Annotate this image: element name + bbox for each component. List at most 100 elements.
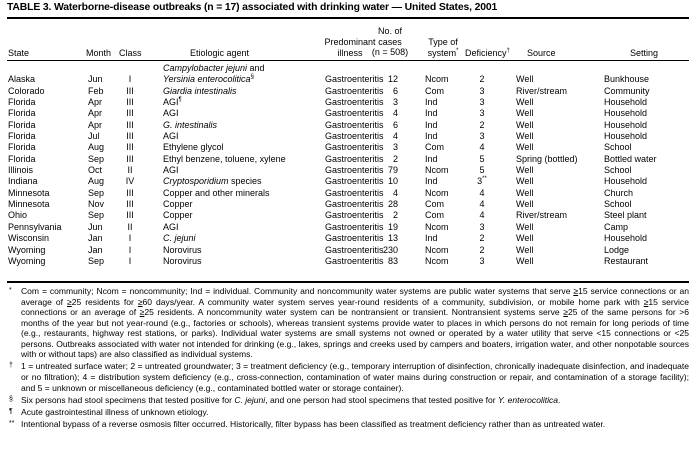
deficiency-value: 3 xyxy=(479,85,485,96)
cell-type: Ind xyxy=(425,108,438,119)
cell-state: Florida xyxy=(8,108,36,119)
table-row: Colorado Feb III Giardia intestinalis Gastro… xyxy=(0,86,695,97)
footnote-mark: ** xyxy=(482,176,487,183)
cell-setting: Household xyxy=(604,233,648,244)
text-run: Six persons had stool specimens that tes… xyxy=(21,394,235,405)
text-run: Copper xyxy=(163,199,193,210)
cell-cases: 79 xyxy=(387,165,398,176)
deficiency-value: 2 xyxy=(479,119,485,130)
text-run: 15 service connections or an average of xyxy=(21,296,689,318)
cell-agent: Ethylene glycol xyxy=(163,142,224,153)
cell-deficiency: 2 xyxy=(470,245,494,256)
text-run: Intentional bypass of a reverse osmosis … xyxy=(21,418,606,429)
cell-state: Florida xyxy=(8,142,36,153)
cell-agent: AGI xyxy=(163,165,179,176)
cell-type: Ind xyxy=(425,131,438,142)
agent-line: AGI xyxy=(163,131,179,142)
cell-source: Well xyxy=(516,165,534,176)
cell-type: Ind xyxy=(425,176,438,187)
header-cases: No. of cases (n = 508) xyxy=(360,26,420,58)
cell-month: Sep xyxy=(88,255,105,266)
table-row: Wisconsin Jan I C. jejuni Gastroenteritis 13 I… xyxy=(0,233,695,244)
bottom-rule xyxy=(7,281,689,283)
cell-setting: Lodge xyxy=(604,244,630,255)
cell-cases: 12 xyxy=(387,74,398,85)
cell-class: III xyxy=(126,119,134,130)
cell-month: Jul xyxy=(88,131,100,142)
cell-month: Feb xyxy=(88,85,104,96)
cell-agent: Campylobacter jejuni and Yersinia enteroc… xyxy=(163,63,265,86)
cell-source: Well xyxy=(516,108,534,119)
deficiency-value: 2 xyxy=(479,74,485,85)
cell-deficiency: 2 xyxy=(470,74,494,85)
table-row: Wyoming Sep I Norovirus Gastroenteritis 83 Nco… xyxy=(0,256,695,267)
table-row: Florida Sep III Ethyl benzene, toluene, xyl… xyxy=(0,154,695,165)
cell-month: Apr xyxy=(88,119,103,130)
agent-line: Norovirus xyxy=(163,256,202,267)
cell-state: Wyoming xyxy=(8,244,46,255)
cell-source: Well xyxy=(516,119,534,130)
cell-state: Florida xyxy=(8,119,36,130)
deficiency-value: 4 xyxy=(479,210,485,221)
agent-line: Norovirus xyxy=(163,245,202,256)
header-illness-line2: illness xyxy=(337,47,363,58)
cell-deficiency: 3 xyxy=(470,222,494,233)
text-run: Copper xyxy=(163,210,193,221)
cell-cases: 4 xyxy=(392,187,398,198)
cell-illness: Gastroenteritis xyxy=(325,199,384,210)
cell-class: I xyxy=(128,255,132,266)
deficiency-value: 4 xyxy=(479,142,485,153)
deficiency-value: 5 xyxy=(479,153,485,164)
agent-line: AGI xyxy=(163,108,179,119)
cell-type: Ind xyxy=(425,97,438,108)
cell-class: IV xyxy=(125,176,135,187)
table-row: Wyoming Jan I Norovirus Gastroenteritis 230 Nc… xyxy=(0,245,695,256)
text-run: AGI xyxy=(163,165,179,176)
cell-setting: School xyxy=(604,165,632,176)
agent-line: Campylobacter jejuni and xyxy=(163,63,265,74)
underlined-symbol: ≥ xyxy=(573,286,579,296)
cell-class: III xyxy=(126,142,134,153)
cell-state: Ohio xyxy=(8,210,28,221)
header-type: Type of system* xyxy=(418,37,468,58)
cell-type: Ncom xyxy=(425,74,449,85)
table-row: Pennsylvania Jun II AGI Gastroenteritis 19 Nco… xyxy=(0,222,695,233)
cell-agent: Copper xyxy=(163,210,193,221)
cell-type: Ncom xyxy=(425,221,449,232)
cell-agent: Ethyl benzene, toluene, xylene xyxy=(163,154,286,165)
cell-agent: Norovirus xyxy=(163,245,202,256)
footnote-mark: § xyxy=(9,395,13,403)
cell-setting: School xyxy=(604,142,632,153)
header-source: Source xyxy=(527,48,556,58)
italic-text: Yersinia enterocolitica xyxy=(163,74,251,85)
cell-month: Apr xyxy=(88,108,103,119)
cell-deficiency: 4 xyxy=(470,188,494,199)
footnote-mark: * xyxy=(9,287,12,294)
cell-source: Spring (bottled) xyxy=(516,153,578,164)
cell-illness: Gastroenteritis xyxy=(325,233,384,244)
cell-deficiency: 5 xyxy=(470,154,494,165)
agent-line: Copper xyxy=(163,210,193,221)
cell-cases: 19 xyxy=(387,221,398,232)
cell-cases: 13 xyxy=(387,233,398,244)
cell-illness: Gastroenteritis xyxy=(325,255,384,266)
agent-line: AGI xyxy=(163,165,179,176)
header-rule xyxy=(7,60,689,61)
table-row: Florida Aug III Ethylene glycol Gastroenteri… xyxy=(0,142,695,153)
cell-source: Well xyxy=(516,199,534,210)
cell-cases: 230 xyxy=(382,244,398,255)
cell-illness: Gastroenteritis xyxy=(325,142,384,153)
cell-cases: 2 xyxy=(392,153,398,164)
cell-month: Sep xyxy=(88,153,105,164)
table-row: Florida Apr III AGI Gastroenteritis 4 Ind 3 Well… xyxy=(0,108,695,119)
cell-setting: Household xyxy=(604,176,648,187)
agent-line: Copper and other minerals xyxy=(163,188,270,199)
header-cases-line3: (n = 508) xyxy=(371,47,409,58)
cell-agent: AGI xyxy=(163,222,179,233)
table-row: Indiana Aug IV Cryptosporidium species Gastr… xyxy=(0,176,695,187)
text-run: Ethylene glycol xyxy=(163,142,224,153)
cell-agent: AGI xyxy=(163,108,179,119)
cell-illness: Gastroenteritis xyxy=(325,108,384,119)
agent-line: AGI¶ xyxy=(163,97,182,108)
italic-text: Campylobacter jejuni xyxy=(163,63,248,73)
